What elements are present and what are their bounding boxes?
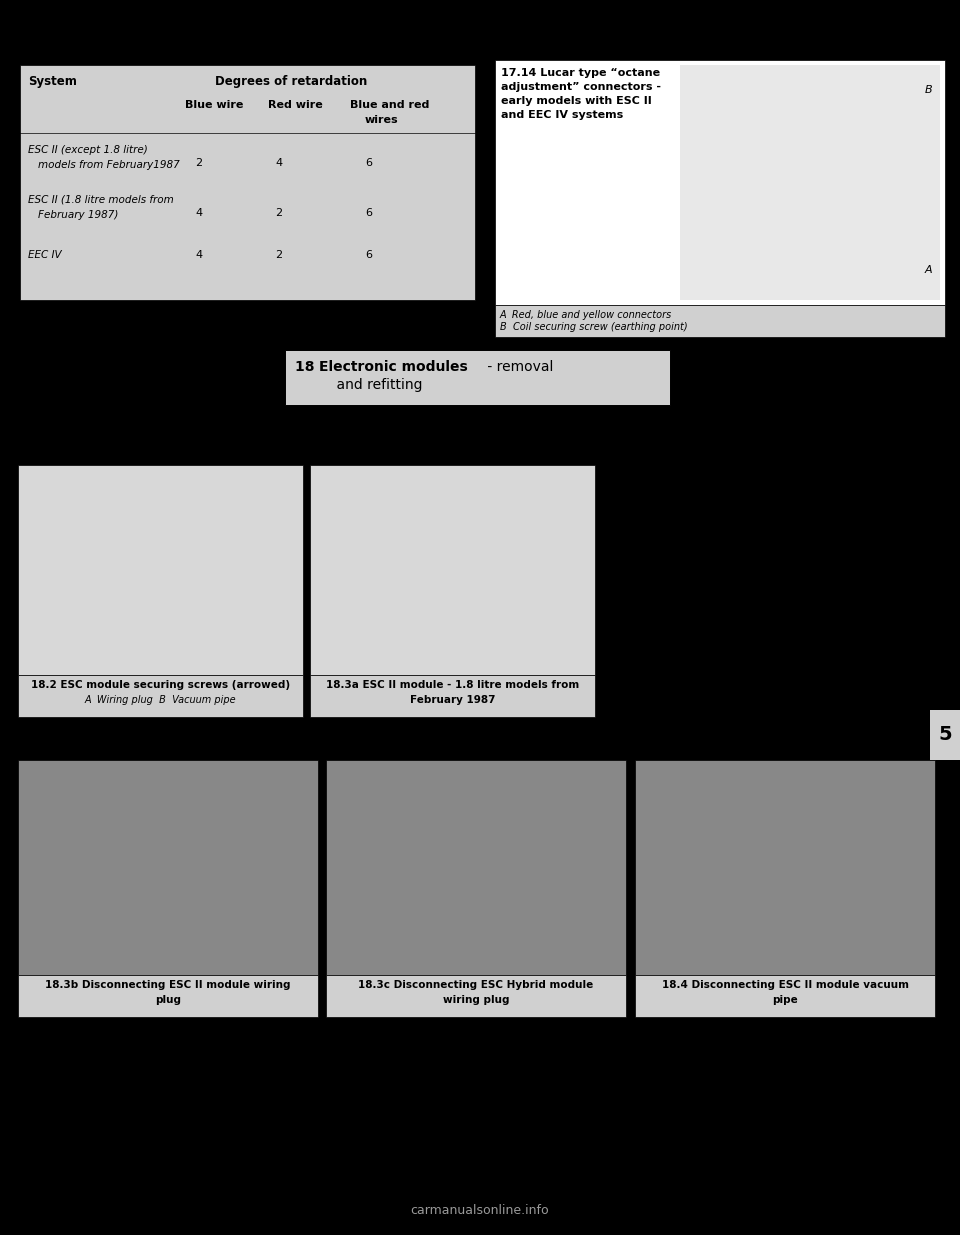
Text: EEC IV: EEC IV <box>28 249 61 261</box>
Text: A  Red, blue and yellow connectors: A Red, blue and yellow connectors <box>500 310 672 320</box>
Text: B: B <box>924 85 932 95</box>
Bar <box>326 974 626 1016</box>
Text: 18.2 ESC module securing screws (arrowed): 18.2 ESC module securing screws (arrowed… <box>31 680 290 690</box>
Text: models from February1987: models from February1987 <box>38 161 180 170</box>
Text: wiring plug: wiring plug <box>443 995 509 1005</box>
Bar <box>18 974 318 1016</box>
Bar <box>18 760 318 974</box>
Bar <box>20 65 475 300</box>
Text: plug: plug <box>155 995 181 1005</box>
Bar <box>18 466 303 676</box>
Text: wires: wires <box>365 115 398 125</box>
Bar <box>635 760 935 974</box>
Text: B  Coil securing screw (earthing point): B Coil securing screw (earthing point) <box>500 322 687 332</box>
Bar <box>680 65 940 300</box>
Text: 4: 4 <box>275 158 282 168</box>
Text: Degrees of retardation: Degrees of retardation <box>215 75 368 88</box>
Text: 18.3c Disconnecting ESC Hybrid module: 18.3c Disconnecting ESC Hybrid module <box>358 981 593 990</box>
Text: 18: 18 <box>295 359 324 374</box>
Text: Electronic modules: Electronic modules <box>319 359 468 374</box>
Text: 6: 6 <box>365 158 372 168</box>
Text: A  Wiring plug  B  Vacuum pipe: A Wiring plug B Vacuum pipe <box>84 695 236 705</box>
Text: 2: 2 <box>275 207 282 219</box>
Text: Red wire: Red wire <box>268 100 323 110</box>
Text: 2: 2 <box>195 158 203 168</box>
Text: - removal: - removal <box>483 359 553 374</box>
Bar <box>930 710 960 760</box>
Text: A: A <box>924 266 932 275</box>
Bar <box>495 61 945 305</box>
Text: 18.3b Disconnecting ESC II module wiring: 18.3b Disconnecting ESC II module wiring <box>45 981 291 990</box>
Text: System: System <box>28 75 77 88</box>
Text: carmanualsonline.info: carmanualsonline.info <box>411 1203 549 1216</box>
Bar <box>326 760 626 974</box>
Text: 2: 2 <box>275 249 282 261</box>
Bar <box>0 0 960 61</box>
Text: 18.4 Disconnecting ESC II module vacuum: 18.4 Disconnecting ESC II module vacuum <box>661 981 908 990</box>
Text: Blue and red: Blue and red <box>350 100 429 110</box>
Text: ESC II (1.8 litre models from: ESC II (1.8 litre models from <box>28 195 174 205</box>
Bar <box>495 305 945 337</box>
Text: and refitting: and refitting <box>319 378 422 391</box>
Text: 6: 6 <box>365 249 372 261</box>
Text: 4: 4 <box>195 207 203 219</box>
Text: 18.3a ESC II module - 1.8 litre models from: 18.3a ESC II module - 1.8 litre models f… <box>325 680 579 690</box>
Text: 4: 4 <box>195 249 203 261</box>
Text: ESC II (except 1.8 litre): ESC II (except 1.8 litre) <box>28 144 148 156</box>
Text: Blue wire: Blue wire <box>185 100 244 110</box>
Text: pipe: pipe <box>772 995 798 1005</box>
Text: February 1987: February 1987 <box>410 695 495 705</box>
Text: 6: 6 <box>365 207 372 219</box>
Bar <box>285 350 670 405</box>
Text: 17.14 Lucar type “octane
adjustment” connectors -
early models with ESC II
and E: 17.14 Lucar type “octane adjustment” con… <box>501 68 661 120</box>
Bar <box>635 974 935 1016</box>
Bar <box>310 676 595 718</box>
Text: 5: 5 <box>938 725 951 745</box>
Bar <box>310 466 595 676</box>
Text: February 1987): February 1987) <box>38 210 118 220</box>
Bar <box>18 676 303 718</box>
